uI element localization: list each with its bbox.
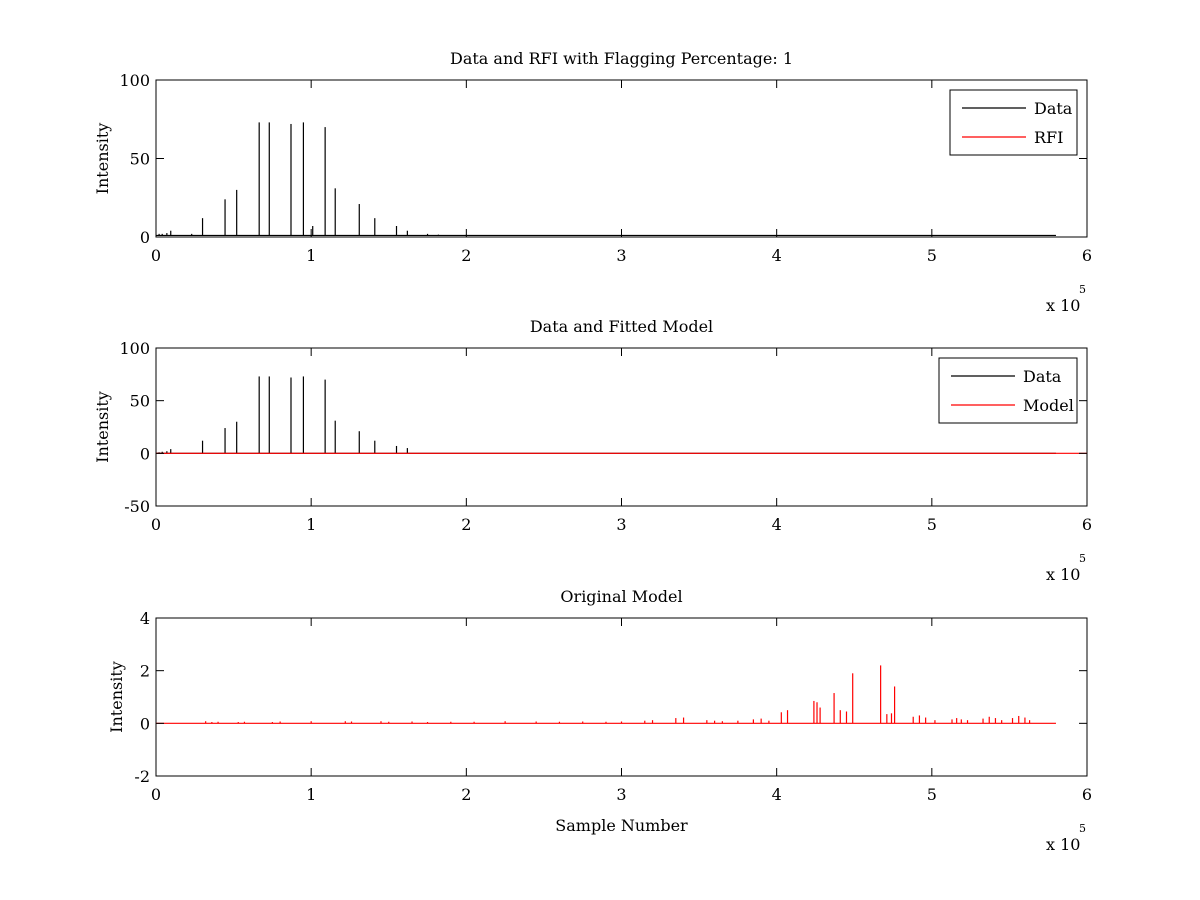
x-exponent-power: 5 bbox=[1079, 552, 1086, 565]
y-axis-label: Intensity bbox=[93, 391, 112, 463]
legend: Data RFI bbox=[949, 89, 1078, 156]
y-tick-label: 0 bbox=[140, 444, 150, 463]
chart-title: Data and Fitted Model bbox=[530, 317, 713, 336]
x-tick-label: 0 bbox=[151, 246, 161, 265]
x-tick-label: 0 bbox=[151, 515, 161, 534]
legend-box bbox=[938, 357, 1078, 424]
chart-title: Data and RFI with Flagging Percentage: 1 bbox=[450, 49, 793, 68]
chart-1: 0 1 2 3 4 5 6 0 50 100 Data and RFI with Flagging … bbox=[93, 49, 1092, 315]
x-tick-label: 1 bbox=[306, 515, 316, 534]
x-tick-label: 4 bbox=[772, 246, 782, 265]
y-tick-label: 0 bbox=[140, 228, 150, 247]
x-tick-label: 5 bbox=[927, 246, 937, 265]
plot-area bbox=[155, 617, 1088, 777]
x-tick-label: 6 bbox=[1082, 515, 1092, 534]
legend-label-data: Data bbox=[1034, 99, 1073, 118]
legend-label-rfi: RFI bbox=[1034, 128, 1063, 147]
x-exponent-power: 5 bbox=[1079, 822, 1086, 835]
y-tick-label: 100 bbox=[119, 71, 150, 90]
legend: Data Model bbox=[938, 357, 1078, 424]
x-tick-label: 2 bbox=[461, 515, 471, 534]
plot-area bbox=[155, 347, 1088, 507]
x-tick-label: 3 bbox=[616, 785, 626, 804]
x-tick-label: 6 bbox=[1082, 785, 1092, 804]
x-tick-label: 6 bbox=[1082, 246, 1092, 265]
y-tick-label: 2 bbox=[140, 662, 150, 681]
x-exponent: x 105 bbox=[1046, 283, 1086, 315]
x-tick-label: 2 bbox=[461, 785, 471, 804]
x-tick-label: 4 bbox=[772, 515, 782, 534]
x-axis-label: Sample Number bbox=[555, 816, 688, 835]
x-tick-label: 5 bbox=[927, 785, 937, 804]
x-exponent: x 105 bbox=[1046, 552, 1086, 584]
y-tick-label: 0 bbox=[140, 714, 150, 733]
y-tick-label: 100 bbox=[119, 339, 150, 358]
y-tick-label: -2 bbox=[134, 767, 150, 786]
y-axis-label: Intensity bbox=[93, 123, 112, 195]
x-exponent-base: x 10 bbox=[1046, 835, 1080, 854]
x-tick-label: 3 bbox=[616, 246, 626, 265]
plot-area bbox=[155, 79, 1088, 238]
x-tick-label: 1 bbox=[306, 785, 316, 804]
x-exponent-base: x 10 bbox=[1046, 565, 1080, 584]
x-exponent: x 105 bbox=[1046, 822, 1086, 854]
y-tick-label: 50 bbox=[130, 392, 150, 411]
series-model bbox=[156, 665, 1056, 724]
x-tick-label: 3 bbox=[616, 515, 626, 534]
x-exponent-power: 5 bbox=[1079, 283, 1086, 296]
x-tick-label: 2 bbox=[461, 246, 471, 265]
y-tick-label: 4 bbox=[140, 609, 150, 628]
legend-box bbox=[949, 89, 1078, 156]
legend-label-data: Data bbox=[1023, 367, 1062, 386]
y-axis-label: Intensity bbox=[107, 661, 126, 733]
x-tick-label: 4 bbox=[772, 785, 782, 804]
y-tick-label: 50 bbox=[130, 150, 150, 169]
x-tick-label: 1 bbox=[306, 246, 316, 265]
series-data bbox=[156, 122, 1056, 237]
y-tick-label: -50 bbox=[124, 497, 150, 516]
x-tick-label: 0 bbox=[151, 785, 161, 804]
legend-label-model: Model bbox=[1023, 396, 1074, 415]
chart-title: Original Model bbox=[560, 587, 682, 606]
x-tick-label: 5 bbox=[927, 515, 937, 534]
x-exponent-base: x 10 bbox=[1046, 296, 1080, 315]
